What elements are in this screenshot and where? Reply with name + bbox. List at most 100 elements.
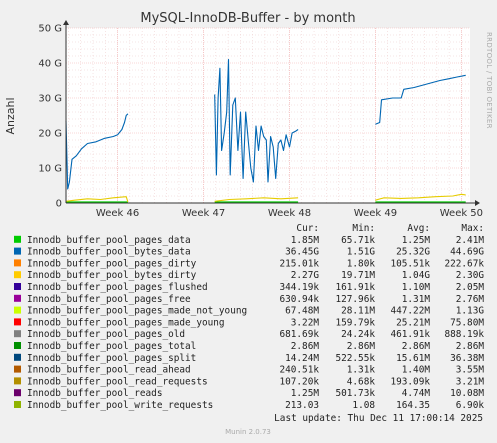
legend-value-cur: 215.01k <box>279 258 319 269</box>
minor-grid <box>66 28 470 203</box>
legend-swatch <box>14 342 21 349</box>
legend-value-cur: 2.27G <box>291 270 320 281</box>
x-tick-label: Week 47 <box>182 208 225 219</box>
series-line <box>375 193 466 201</box>
legend-value-min: 65.71k <box>341 235 375 246</box>
legend-swatch <box>14 283 21 290</box>
legend-value-cur: 630.94k <box>279 294 319 305</box>
legend-value-avg: 25.32G <box>396 247 430 258</box>
legend-value-max: 2.76M <box>456 294 485 305</box>
legend-swatch <box>14 306 21 314</box>
legend-value-cur: 14.24M <box>285 353 319 364</box>
legend-series-name: Innodb_buffer_pool_write_requests <box>27 400 213 411</box>
legend-series-name: Innodb_buffer_pool_pages_made_young <box>27 317 225 328</box>
y-tick-label: 20 G <box>38 129 62 140</box>
legend-value-avg: 164.35 <box>396 400 430 411</box>
legend-header: Max: <box>461 223 484 234</box>
legend-value-max: 1.13G <box>456 306 485 317</box>
legend-series-name: Innodb_buffer_pool_read_requests <box>27 376 208 387</box>
legend-value-min: 1.51G <box>347 247 376 258</box>
legend-value-avg: 1.31M <box>402 294 431 305</box>
legend-value-cur: 67.48M <box>285 306 319 317</box>
legend-value-avg: 193.09k <box>390 376 430 387</box>
legend-value-avg: 105.51k <box>390 258 430 269</box>
legend-value-min: 1.08 <box>352 400 375 411</box>
legend-series-name: Innodb_buffer_pool_pages_data <box>27 235 191 246</box>
legend-value-max: 10.08M <box>450 388 484 399</box>
y-tick-label: 0 <box>56 199 62 210</box>
legend-series-name: Innodb_buffer_pool_pages_split <box>27 353 196 364</box>
legend-swatch <box>14 318 21 326</box>
x-tick-label: Week 49 <box>354 208 397 219</box>
legend-value-max: 2.86M <box>456 341 485 352</box>
legend-series-name: Innodb_buffer_pool_read_ahead <box>27 365 191 376</box>
legend-value-min: 159.79k <box>335 317 375 328</box>
legend-value-min: 161.91k <box>335 282 375 293</box>
legend-value-avg: 2.86M <box>402 341 431 352</box>
legend-value-max: 888.19k <box>444 329 484 340</box>
axes <box>63 20 480 206</box>
legend-value-cur: 1.25M <box>291 388 320 399</box>
series-line <box>65 113 129 190</box>
legend-value-max: 75.80M <box>450 317 484 328</box>
legend-swatch <box>14 353 21 361</box>
legend-series-name: Innodb_buffer_pool_pages_made_not_young <box>27 306 247 317</box>
legend-series-name: Innodb_buffer_pool_bytes_dirty <box>27 270 197 281</box>
legend-value-cur: 681.69k <box>279 329 319 340</box>
legend-value-avg: 15.61M <box>396 353 430 364</box>
x-axis-arrow <box>475 200 480 206</box>
legend-header: Min: <box>352 223 375 234</box>
series-line <box>214 58 299 183</box>
legend-value-max: 2.30G <box>456 270 485 281</box>
legend-value-avg: 1.10M <box>402 282 431 293</box>
legend-value-cur: 213.03 <box>285 400 319 411</box>
legend-value-cur: 107.20k <box>279 376 319 387</box>
series-line <box>65 196 129 203</box>
last-update: Last update: Thu Dec 11 17:00:14 2025 <box>274 413 483 424</box>
y-tick-label: 10 G <box>38 164 62 175</box>
legend-swatch <box>14 294 21 302</box>
y-tick-label: 50 G <box>38 24 62 35</box>
legend-value-max: 3.21M <box>456 376 485 387</box>
legend-swatch <box>14 271 21 279</box>
legend-value-max: 36.38M <box>450 353 484 364</box>
legend-series-name: Innodb_buffer_pool_pages_total <box>27 341 196 352</box>
legend-value-avg: 1.40M <box>402 365 431 376</box>
legend-swatch <box>14 259 21 267</box>
series-lines <box>65 58 466 203</box>
legend-value-cur: 36.45G <box>285 247 319 258</box>
series-line <box>214 197 299 202</box>
legend-series-name: Innodb_buffer_pool_bytes_data <box>27 247 191 258</box>
y-axis-ticks: 0 10 G 20 G 30 G 40 G 50 G <box>38 24 62 210</box>
legend-value-min: 4.68k <box>347 376 376 387</box>
y-axis-arrow <box>63 20 69 25</box>
y-tick-label: 30 G <box>38 94 62 105</box>
legend-series-name: Innodb_buffer_pool_reads <box>27 388 162 399</box>
series-line <box>375 74 466 125</box>
legend-swatch <box>14 377 21 385</box>
legend-swatch <box>14 235 21 243</box>
legend-series-name: Innodb_buffer_pool_pages_free <box>27 294 191 305</box>
rrdtool-credit: RRDTOOL / TOBI OETIKER <box>485 32 493 129</box>
legend-value-min: 2.86M <box>347 341 376 352</box>
legend-swatch <box>14 389 21 397</box>
legend-value-min: 24.24k <box>341 329 375 340</box>
legend-value-cur: 240.51k <box>279 365 319 376</box>
x-axis-ticks: Week 46 Week 47 Week 48 Week 49 Week 50 <box>96 208 483 219</box>
legend-swatch <box>14 247 21 255</box>
legend-value-max: 2.05M <box>456 282 485 293</box>
legend-value-min: 501.73k <box>335 388 375 399</box>
munin-version: Munin 2.0.73 <box>225 428 271 436</box>
legend-value-min: 127.96k <box>335 294 375 305</box>
legend-series-name: Innodb_buffer_pool_pages_old <box>27 329 185 340</box>
legend-value-cur: 344.19k <box>279 282 319 293</box>
legend-value-min: 522.55k <box>335 353 375 364</box>
legend-header: Avg: <box>407 223 430 234</box>
y-tick-label: 40 G <box>38 59 62 70</box>
x-tick-label: Week 46 <box>96 208 139 219</box>
legend-value-min: 1.80k <box>347 258 376 269</box>
legend-swatch <box>14 401 21 408</box>
legend-swatch <box>14 330 21 338</box>
legend-value-avg: 447.22M <box>390 306 430 317</box>
legend-value-cur: 1.85M <box>291 235 320 246</box>
